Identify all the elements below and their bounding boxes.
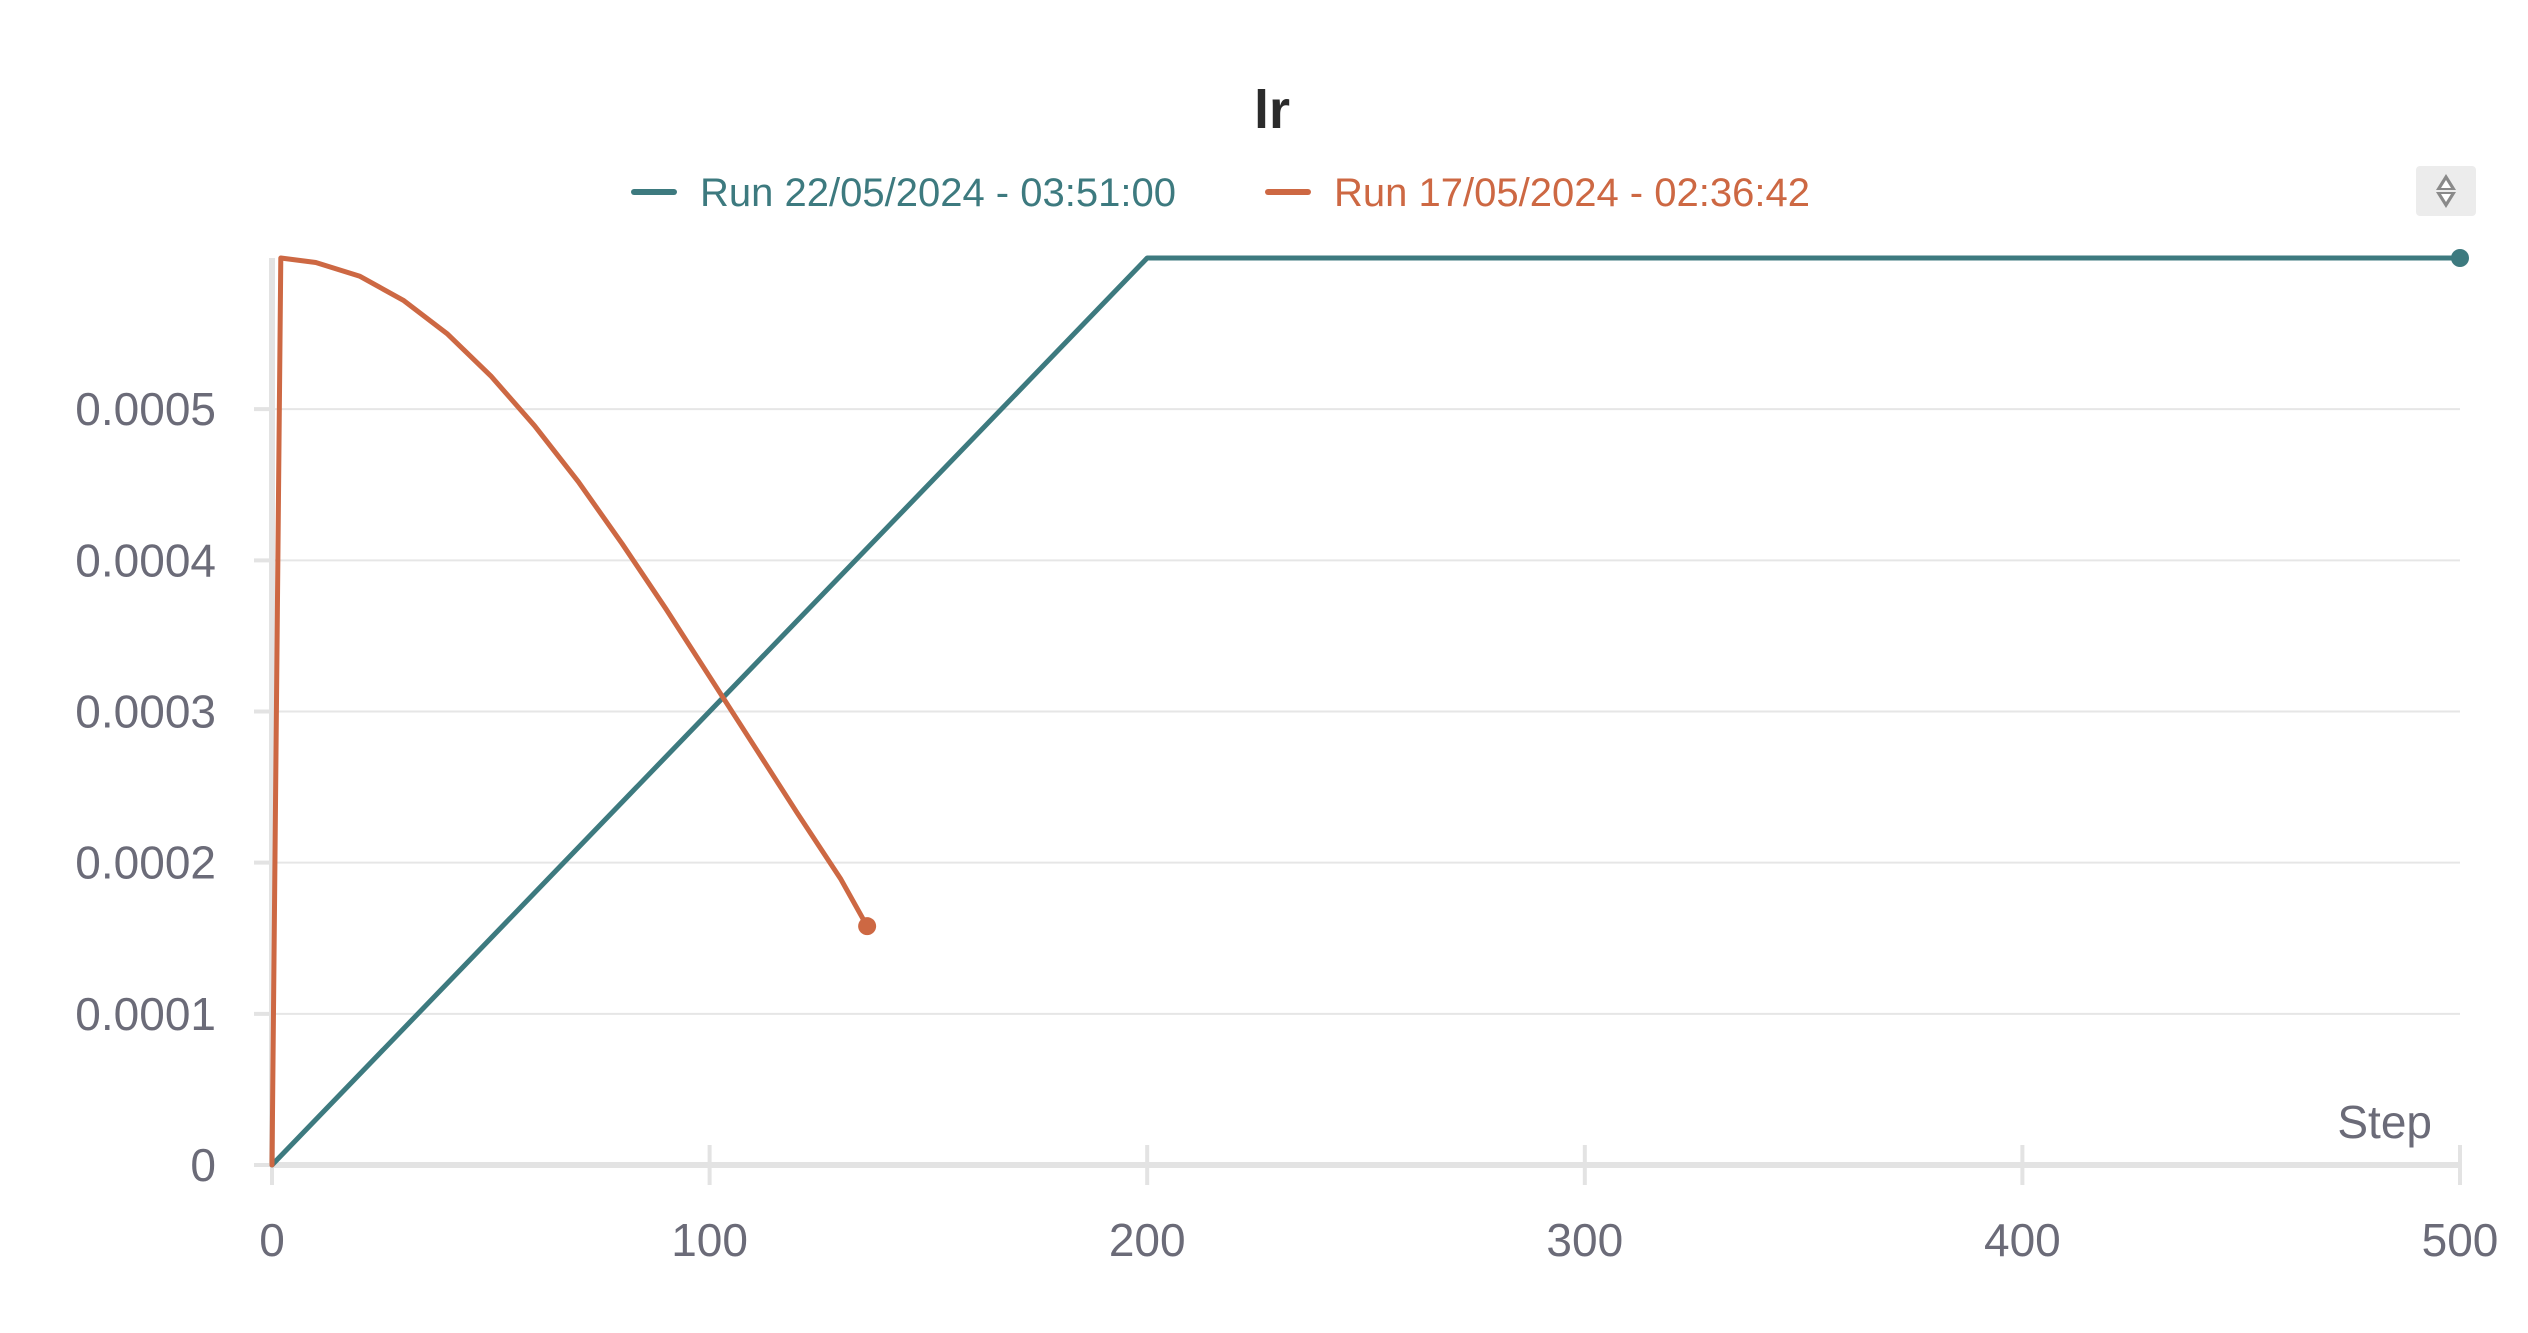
- series-end-point-1: [2451, 249, 2469, 267]
- x-tick-label: 100: [671, 1214, 748, 1266]
- x-tick-label: 500: [2422, 1214, 2499, 1266]
- y-tick-label: 0.0003: [75, 686, 216, 738]
- y-tick-label: 0: [190, 1139, 216, 1191]
- x-tick-label: 400: [1984, 1214, 2061, 1266]
- grid: [272, 408, 2460, 1015]
- chart-title: lr: [1254, 80, 1290, 140]
- legend: Run 22/05/2024 - 03:51:00 Run 17/05/2024 …: [631, 171, 1810, 215]
- series-group: [269, 249, 2469, 1168]
- y-tick-label: 0.0001: [75, 988, 216, 1040]
- series-line-1: [269, 255, 2463, 1168]
- collapse-arrows-icon[interactable]: [2416, 166, 2476, 216]
- series-end-point-2: [858, 917, 877, 936]
- y-tick-label: 0.0002: [75, 837, 216, 889]
- x-tick-label: 200: [1109, 1214, 1186, 1266]
- x-axis-label: Step: [2337, 1096, 2432, 1148]
- legend-label-2[interactable]: Run 17/05/2024 - 02:36:42: [1334, 171, 1810, 215]
- series-line-2: [269, 255, 870, 1168]
- y-tick-label: 0.0004: [75, 534, 216, 586]
- x-tick-label: 0: [259, 1214, 285, 1266]
- x-tick-label: 300: [1546, 1214, 1623, 1266]
- axes: 0 0.0001 0.0002 0.0003 0.0004 0.0005 0 100 200 30…: [75, 258, 2498, 1266]
- y-tick-label: 0.0005: [75, 383, 216, 435]
- legend-label-1[interactable]: Run 22/05/2024 - 03:51:00: [700, 171, 1176, 215]
